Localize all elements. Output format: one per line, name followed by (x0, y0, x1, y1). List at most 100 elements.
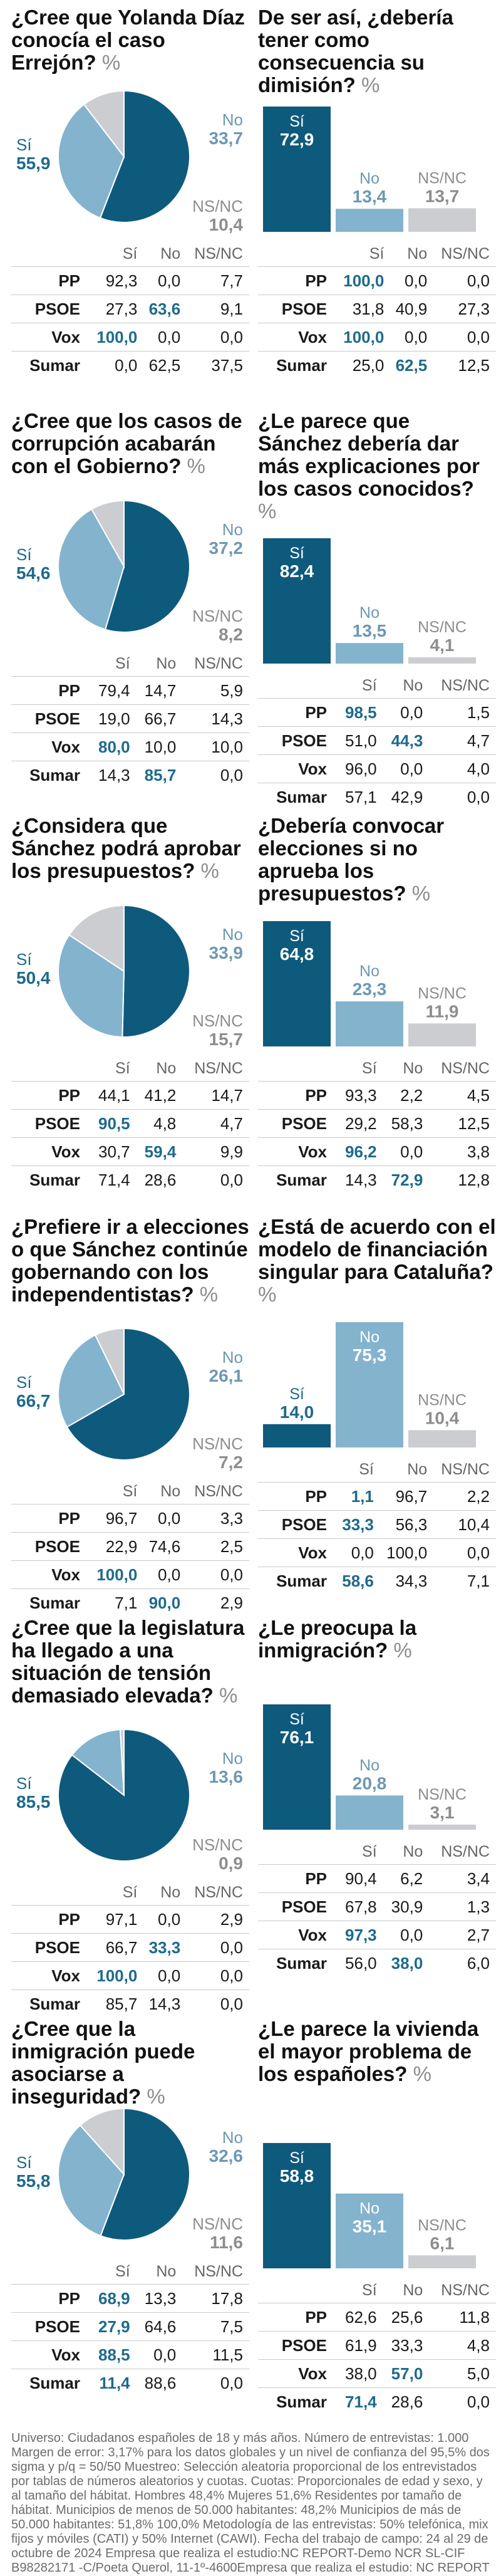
table-column-header: NS/NC (187, 1479, 249, 1504)
table-cell: 0,0 (383, 1921, 430, 1949)
table-column-header: No (390, 241, 434, 267)
table-header-blank (11, 1880, 90, 1906)
bar-category-label: No (359, 2200, 380, 2218)
table-column-header: NS/NC (429, 673, 496, 699)
table-cell: 57,0 (383, 2359, 430, 2388)
table-cell: 93,3 (337, 1081, 383, 1110)
bar-category-label: No (359, 170, 380, 187)
table-row: Vox 100,0 0,0 0,0 (11, 323, 249, 352)
table-header-blank (258, 1457, 337, 1483)
table-column-header: NS/NC (187, 1880, 249, 1906)
slice-value: 13,6 (209, 1767, 244, 1786)
question-title: ¿Le parece la vivienda el mayor problema… (258, 2018, 496, 2085)
bar-category-label: NS/NC (418, 1391, 467, 1409)
bar-si (263, 921, 331, 1046)
table-cell: 4,5 (429, 1081, 496, 1110)
table-row: PP 97,1 0,0 2,9 (11, 1905, 249, 1934)
bar-category-label: Sí (289, 545, 304, 562)
slice-label: NS/NC (192, 1835, 243, 1854)
table-column-header: No (143, 1479, 187, 1504)
table-cell: 4,0 (429, 754, 496, 783)
table-cell: 14,7 (136, 676, 183, 705)
table-column-header: Sí (337, 2278, 383, 2303)
table-cell: 57,1 (345, 787, 377, 806)
bar-value-label: 6,1 (430, 2233, 455, 2253)
party-breakdown-table: Sí No NS/NC PP 97,1 0,0 2,9 PSOE 66,7 33,3 0,0 Vox 1… (11, 1880, 249, 2018)
table-column-header: NS/NC (433, 1457, 496, 1483)
bar-no (336, 209, 403, 232)
table-row: Vox 96,2 0,0 3,8 (258, 1137, 496, 1166)
bar-si (263, 1424, 331, 1447)
party-name: PSOE (11, 295, 90, 323)
table-row: PSOE 31,8 40,9 27,3 (258, 295, 496, 323)
percent-unit: % (406, 882, 431, 905)
table-cell: 0,0 (143, 1961, 187, 1990)
table-cell: 6,2 (383, 1864, 430, 1893)
table-column-header: No (383, 1056, 430, 1082)
question-title: ¿Cree que los casos de corrupción acabar… (11, 410, 249, 477)
table-cell: 0,0 (383, 698, 430, 727)
table-cell: 17,8 (182, 2284, 249, 2313)
table-cell: 42,9 (391, 787, 423, 806)
party-name: Sumar (29, 765, 80, 785)
percent-unit: % (96, 51, 121, 74)
table-cell: 98,5 (337, 698, 383, 727)
question-title: ¿Está de acuerdo con el modelo de financ… (258, 1216, 496, 1306)
table-cell: 12,5 (429, 1109, 496, 1138)
table-row: Sumar 14,3 72,9 12,8 (258, 1166, 496, 1194)
party-name: PP (258, 2303, 337, 2332)
table-column-header: No (383, 673, 430, 699)
question-text: ¿Cree que la inmigración puede asociarse… (11, 2017, 195, 2108)
table-cell: 4,8 (136, 1109, 183, 1138)
pie-slice-nsnc (83, 90, 125, 159)
table-cell: 44,1 (90, 1081, 137, 1110)
slice-label: No (222, 110, 243, 129)
table-cell: 0,0 (337, 1538, 380, 1567)
table-row: Vox 100,0 0,0 0,0 (11, 1560, 249, 1589)
methodology-footnote: Universo: Ciudadanos españoles de 18 y m… (11, 2431, 490, 2575)
table-cell: 37,5 (211, 355, 243, 375)
bar-value-label: 20,8 (353, 1773, 387, 1793)
party-name: Sumar (276, 2392, 327, 2411)
party-name: Vox (11, 1560, 90, 1589)
table-column-header: NS/NC (187, 241, 249, 267)
table-column-header: Sí (90, 2259, 137, 2285)
table-cell: 3,8 (429, 1137, 496, 1166)
table-column-header: No (136, 1056, 183, 1082)
pie-slice-si (104, 499, 190, 633)
table-cell: 62,6 (337, 2303, 383, 2332)
table-header-blank (258, 241, 337, 267)
table-cell: 64,6 (136, 2312, 183, 2341)
table-column-header: Sí (90, 1880, 144, 1906)
question-title: ¿Le parece que Sánchez debería dar más e… (258, 410, 496, 523)
pie-slice-no (58, 1334, 125, 1428)
table-header-blank (11, 651, 90, 677)
table-cell: 90,5 (90, 1109, 137, 1138)
question-text: ¿Le preocupa la inmigración? (258, 1616, 417, 1662)
party-name: Vox (11, 2340, 90, 2369)
party-name: PP (258, 1482, 337, 1511)
slice-value: 32,6 (209, 2146, 244, 2166)
table-cell: 3,3 (187, 1504, 249, 1533)
table-cell: 0,0 (220, 2373, 243, 2392)
table-cell: 61,9 (337, 2331, 383, 2360)
table-header-blank (11, 1479, 90, 1504)
party-name: Sumar (276, 1571, 327, 1590)
party-name: Vox (258, 1921, 337, 1949)
table-row: Vox 0,0 100,0 0,0 (258, 1538, 496, 1567)
slice-value: 55,8 (16, 2171, 51, 2191)
party-name: PSOE (11, 2312, 90, 2341)
table-cell: 0,0 (187, 1961, 249, 1990)
table-row: PP 62,6 25,6 11,8 (258, 2303, 496, 2332)
table-cell: 90,0 (148, 1593, 181, 1612)
percent-unit: % (258, 1283, 277, 1306)
table-cell: 62,5 (148, 355, 181, 375)
pie-slice-nsnc (90, 499, 125, 569)
slice-label: NS/NC (192, 1434, 243, 1453)
slice-value: 7,2 (219, 1452, 243, 1472)
table-cell: 10,0 (136, 733, 183, 761)
pie-slice-si (66, 1327, 190, 1461)
table-cell: 96,2 (337, 1137, 383, 1166)
table-row: PP 96,7 0,0 3,3 (11, 1504, 249, 1533)
table-cell: 7,5 (182, 2312, 249, 2341)
